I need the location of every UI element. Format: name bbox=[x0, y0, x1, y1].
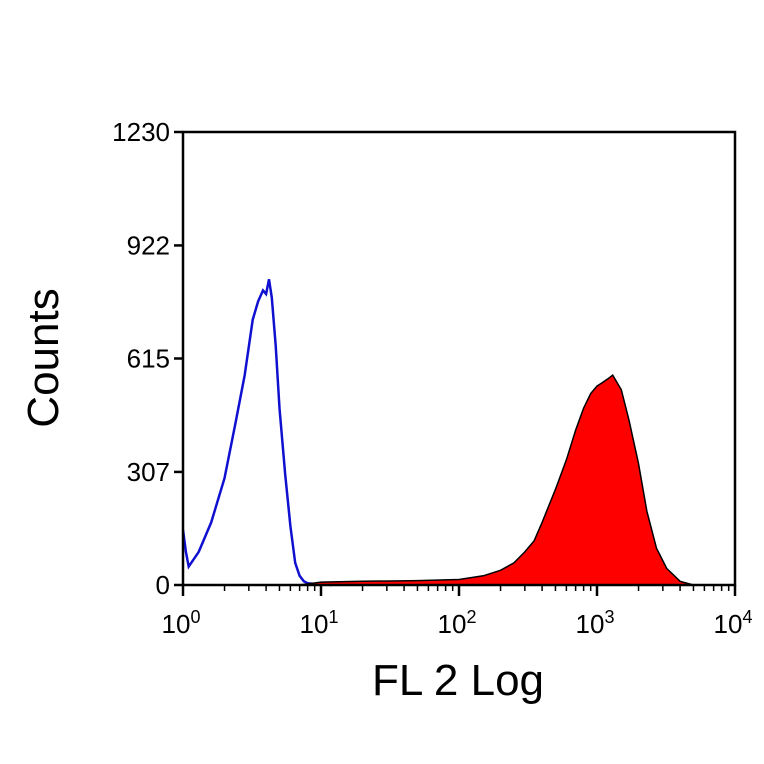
y-axis-title: Counts bbox=[19, 288, 68, 427]
tick-layer: 0 307 615 922 1230 100 101 102 103 104 bbox=[112, 117, 752, 639]
series-0-outline-histogram bbox=[181, 279, 332, 587]
x-tick-label-0: 100 bbox=[162, 607, 201, 639]
plot-frame bbox=[181, 130, 737, 587]
y-tick-label-0: 0 bbox=[156, 570, 170, 600]
x-tick-label-2: 102 bbox=[438, 607, 477, 639]
y-tick-label-1: 307 bbox=[127, 457, 170, 487]
series-layer bbox=[181, 279, 694, 587]
x-tick-label-1: 101 bbox=[300, 607, 339, 639]
series-1-filled-histogram bbox=[299, 373, 694, 586]
x-tick-label-4: 104 bbox=[714, 607, 753, 639]
x-axis-title: FL 2 Log bbox=[372, 656, 544, 705]
x-tick-label-3: 103 bbox=[576, 607, 615, 639]
y-tick-label-3: 922 bbox=[127, 230, 170, 260]
y-tick-label-2: 615 bbox=[127, 344, 170, 374]
y-tick-label-4: 1230 bbox=[112, 117, 170, 147]
